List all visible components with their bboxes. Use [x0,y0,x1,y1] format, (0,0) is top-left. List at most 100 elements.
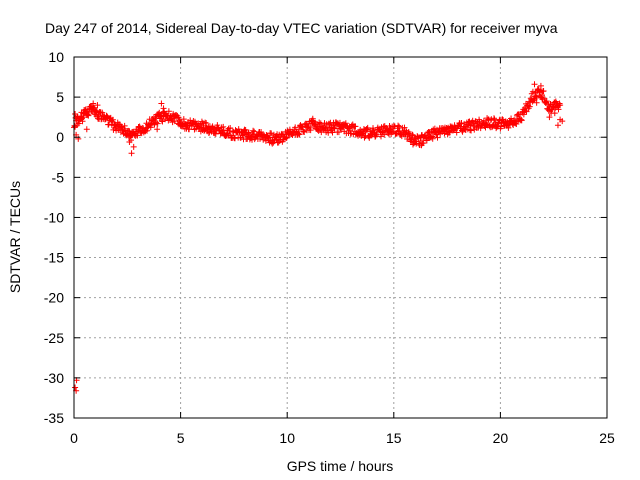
data-point [227,124,234,131]
data-point [453,129,460,136]
data-point [499,116,506,123]
x-tick-label: 10 [279,430,295,446]
data-point [476,118,483,125]
data-point [359,130,366,137]
x-tick-label: 25 [599,430,615,446]
data-point [468,127,475,134]
data-point [144,127,151,134]
data-point [82,107,89,114]
data-point [91,104,98,111]
data-point [520,111,527,118]
data-point [109,116,116,123]
y-tick-label: -10 [44,209,64,225]
x-tick-label: 0 [70,430,78,446]
data-point [242,127,249,134]
data-point [546,114,553,121]
data-point [200,123,207,130]
data-point [541,95,548,102]
data-point [158,117,165,124]
data-point [71,122,78,129]
data-point [409,141,416,148]
data-point [364,124,371,131]
data-point [126,128,133,135]
data-point [526,103,533,110]
data-point [423,137,430,144]
data-point [487,117,494,124]
x-axis-label: GPS time / hours [287,458,394,474]
data-point [94,102,101,109]
data-point [523,108,530,115]
data-point [529,88,536,95]
data-point [105,121,112,128]
data-points [71,81,566,394]
y-tick-label: -20 [44,290,64,306]
data-point [269,140,276,147]
data-point [401,124,408,131]
data-point [494,122,501,129]
data-point [483,121,490,128]
y-tick-label: 0 [56,129,64,145]
data-point [373,131,380,138]
data-point [540,87,547,94]
data-point [326,121,333,128]
data-point [342,120,349,127]
data-point [245,129,252,136]
data-point [497,123,504,130]
data-point [99,109,106,116]
data-point [128,150,135,157]
x-tick-label: 5 [177,430,185,446]
data-point [154,120,161,127]
data-point [559,118,566,125]
data-point [557,102,564,109]
data-point [95,112,102,119]
data-point [103,112,110,119]
data-point [446,129,453,136]
data-point [396,123,403,130]
data-point [136,123,143,130]
chart-title: Day 247 of 2014, Sidereal Day-to-day VTE… [45,20,558,36]
data-point [458,120,465,127]
data-point [533,99,540,106]
data-point [296,131,303,138]
data-point [90,100,97,107]
data-point [409,131,416,138]
y-tick-label: -35 [44,410,64,426]
data-point [441,130,448,137]
data-point [278,130,285,137]
data-point [531,81,538,88]
data-point [121,125,128,132]
data-point [480,117,487,124]
data-point [165,108,172,115]
data-point [126,139,133,146]
data-point [72,110,79,117]
data-point [496,117,503,124]
data-point [352,123,359,130]
data-point [214,122,221,129]
data-point [134,132,141,139]
data-point [538,91,545,98]
data-point [121,122,128,129]
data-point [203,120,210,127]
data-point [158,100,165,107]
data-point [171,118,178,125]
y-tick-label: 5 [56,89,64,105]
y-tick-label: 10 [48,49,64,65]
data-point [418,142,425,149]
data-point [370,125,377,132]
data-point [180,116,187,123]
data-point [85,109,92,116]
data-point [239,132,246,139]
data-point [231,135,238,142]
data-point [83,126,90,133]
data-point [397,131,404,138]
x-tick-label: 20 [493,430,509,446]
data-point [551,110,558,117]
x-tick-label: 15 [386,430,402,446]
data-point [491,115,498,122]
data-point [307,127,314,134]
data-point [220,123,227,130]
data-point [363,126,370,133]
data-point [154,126,161,133]
y-axis-label: SDTVAR / TECUs [7,181,23,293]
plot-frame [73,56,608,419]
